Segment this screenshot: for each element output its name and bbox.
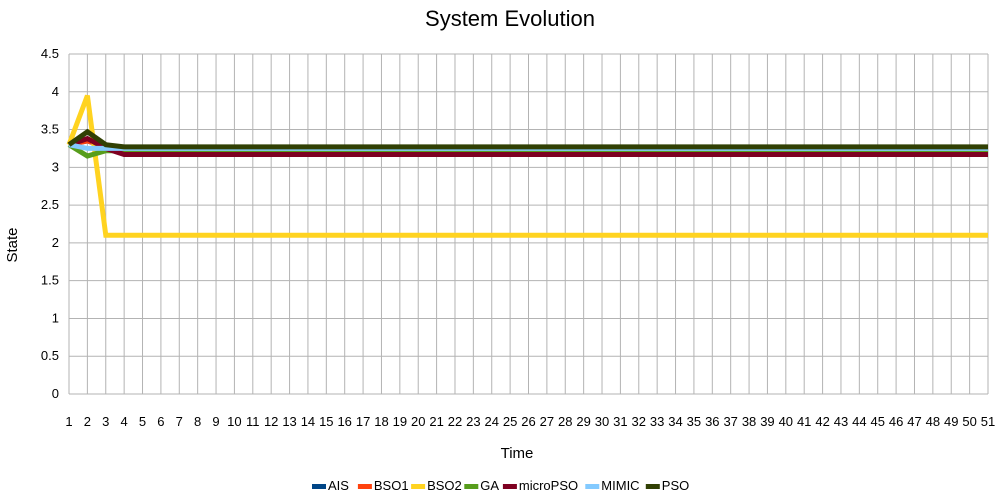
legend-label: BSO1 <box>374 478 409 493</box>
x-tick-label: 31 <box>613 414 627 429</box>
x-tick-label: 19 <box>393 414 407 429</box>
series-line-bso2 <box>66 94 988 238</box>
x-tick-label: 40 <box>779 414 793 429</box>
x-tick-label: 14 <box>301 414 315 429</box>
y-tick-label: 1.5 <box>41 273 59 288</box>
x-tick-label: 49 <box>944 414 958 429</box>
x-tick-label: 44 <box>852 414 866 429</box>
legend-label: MIMIC <box>601 478 639 493</box>
x-tick-label: 22 <box>448 414 462 429</box>
x-tick-label: 13 <box>282 414 296 429</box>
y-tick-label: 4.5 <box>41 46 59 61</box>
x-tick-label: 4 <box>121 414 128 429</box>
x-tick-label: 21 <box>429 414 443 429</box>
x-tick-label: 50 <box>962 414 976 429</box>
x-tick-label: 6 <box>157 414 164 429</box>
x-tick-label: 35 <box>687 414 701 429</box>
legend-swatch <box>312 484 326 489</box>
x-tick-label: 33 <box>650 414 664 429</box>
x-tick-label: 2 <box>84 414 91 429</box>
series-line-micropso <box>68 135 988 157</box>
x-tick-label: 29 <box>576 414 590 429</box>
x-tick-label: 8 <box>194 414 201 429</box>
legend-swatch <box>464 484 479 489</box>
x-tick-label: 1 <box>65 414 72 429</box>
x-tick-label: 16 <box>337 414 351 429</box>
y-axis-title: State <box>4 227 21 262</box>
legend-label: PSO <box>662 478 689 493</box>
x-tick-label: 39 <box>760 414 774 429</box>
x-tick-label: 30 <box>595 414 609 429</box>
x-tick-label: 26 <box>521 414 535 429</box>
y-tick-label: 0.5 <box>41 348 59 363</box>
x-tick-label: 10 <box>227 414 241 429</box>
legend-swatch <box>502 484 517 489</box>
x-axis-ticks: 1 2 3 4 5 6 7 8 9 10 11 12 13 14 15 16 17 18 19 20 21 22 23 24 2… <box>65 414 995 429</box>
x-tick-label: 43 <box>834 414 848 429</box>
legend: AIS BSO1 BSO2 GA microPSO MIMIC PSO <box>312 478 689 493</box>
series-lines <box>66 94 988 238</box>
legend-swatch <box>411 484 426 489</box>
grid <box>68 53 989 395</box>
x-tick-label: 47 <box>907 414 921 429</box>
y-tick-label: 4 <box>52 84 59 99</box>
x-tick-label: 27 <box>540 414 554 429</box>
chart-title: System Evolution <box>425 6 595 31</box>
y-tick-label: 1 <box>52 310 59 325</box>
legend-label: GA <box>480 478 499 493</box>
x-tick-label: 3 <box>102 414 109 429</box>
y-axis-ticks: 0 0.5 1 1.5 2 2.5 3 3.5 4 4.5 <box>41 46 59 401</box>
y-tick-label: 3 <box>52 159 59 174</box>
x-tick-label: 5 <box>139 414 146 429</box>
legend-label: microPSO <box>519 478 578 493</box>
x-tick-label: 23 <box>466 414 480 429</box>
x-tick-label: 20 <box>411 414 425 429</box>
x-tick-label: 32 <box>632 414 646 429</box>
x-tick-label: 25 <box>503 414 517 429</box>
legend-swatch <box>357 484 372 489</box>
legend-swatch <box>585 484 600 489</box>
x-axis-title: Time <box>501 445 534 462</box>
x-tick-label: 34 <box>668 414 682 429</box>
x-tick-label: 11 <box>246 414 260 429</box>
y-tick-label: 3.5 <box>41 122 59 137</box>
y-tick-label: 2 <box>52 235 59 250</box>
x-tick-label: 17 <box>356 414 370 429</box>
x-tick-label: 46 <box>889 414 903 429</box>
x-tick-label: 18 <box>374 414 388 429</box>
legend-swatch <box>645 484 660 489</box>
x-tick-label: 24 <box>485 414 499 429</box>
legend-label: BSO2 <box>427 478 462 493</box>
x-tick-label: 12 <box>264 414 278 429</box>
series-line-pso <box>67 128 988 150</box>
x-tick-label: 38 <box>742 414 756 429</box>
x-tick-label: 28 <box>558 414 572 429</box>
x-tick-label: 37 <box>723 414 737 429</box>
y-tick-label: 2.5 <box>41 197 59 212</box>
x-tick-label: 45 <box>870 414 884 429</box>
y-tick-label: 0 <box>52 386 59 401</box>
x-tick-label: 36 <box>705 414 719 429</box>
x-tick-label: 51 <box>981 414 995 429</box>
x-tick-label: 9 <box>212 414 219 429</box>
x-tick-label: 15 <box>319 414 333 429</box>
x-tick-label: 41 <box>797 414 811 429</box>
legend-label: AIS <box>328 478 349 493</box>
x-tick-label: 42 <box>815 414 829 429</box>
x-tick-label: 48 <box>926 414 940 429</box>
x-tick-label: 7 <box>176 414 183 429</box>
